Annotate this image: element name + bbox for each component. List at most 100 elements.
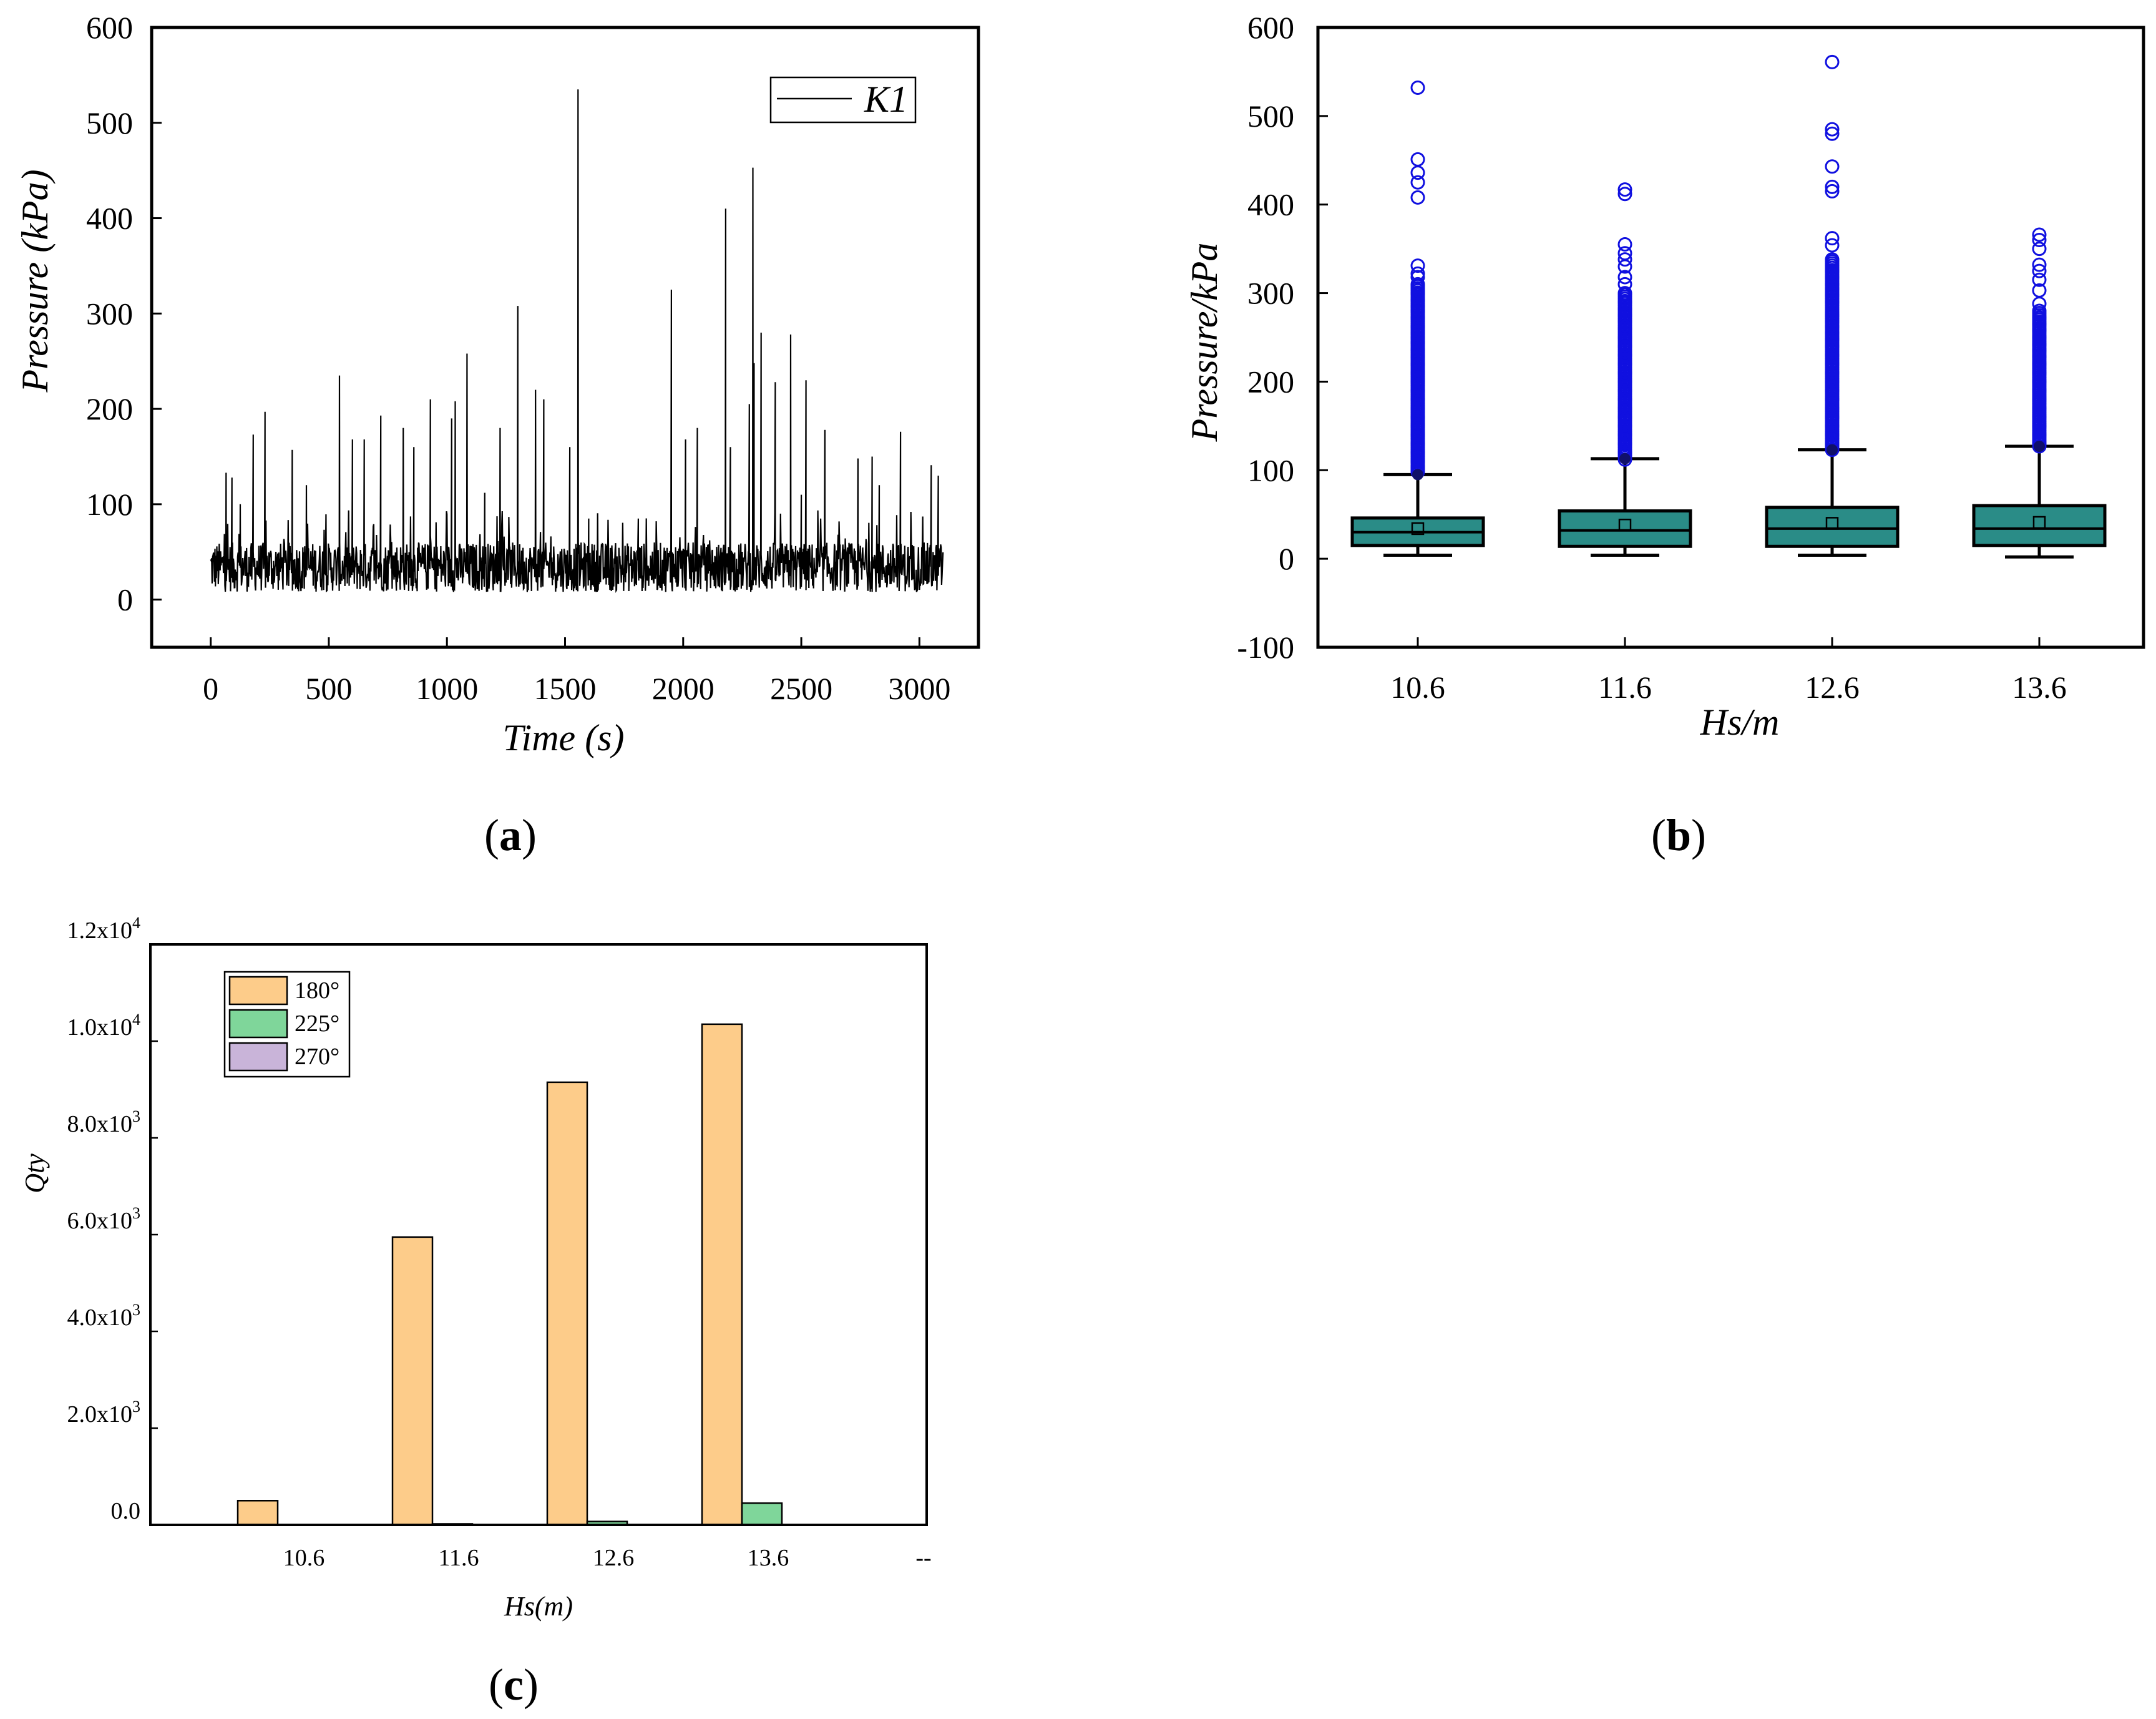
chart-b-mean-marker	[1825, 517, 1839, 530]
chart-c-bar-180deg-11.6	[391, 1236, 434, 1526]
chart-c-y-tick-labels: 0.0 2.0x103 4.0x103 6.0x103 8.0x103 1.0x104 1.…	[67, 914, 141, 1524]
chart-b-outlier-point	[1825, 179, 1840, 194]
chart-b-boxes	[1350, 54, 2107, 559]
chart-b-box-10.6	[1350, 80, 1485, 557]
chart-b-y-tick-label: -100	[1237, 630, 1294, 665]
chart-b-outlier-point	[1410, 190, 1425, 205]
chart-b-outlier-point	[1617, 287, 1632, 302]
chart-c-y-tick-label: 8.0x103	[67, 1107, 141, 1137]
chart-b-outlier-point	[1825, 238, 1840, 253]
chart-b-outlier-point	[1410, 165, 1425, 180]
chart-b-x-tick-label: 10.6	[1390, 670, 1445, 705]
chart-a-x-tick-label: 500	[305, 671, 352, 706]
chart-c-legend-swatch	[228, 976, 288, 1006]
chart-a-y-tick-label: 100	[86, 487, 133, 522]
chart-b-outlier-point	[1825, 254, 1840, 269]
chart-b-outlier-point	[2032, 242, 2047, 257]
chart-a-x-tick-label: 1500	[534, 671, 597, 706]
chart-c-legend-label: 270°	[295, 1044, 339, 1070]
chart-b-whisker-dot	[2034, 440, 2045, 452]
chart-b-outlier-point	[1617, 237, 1632, 252]
chart-a-x-tick-label: 1000	[416, 671, 478, 706]
chart-b-outlier-point	[2032, 296, 2047, 311]
chart-a-x-tick-label: 2500	[770, 671, 832, 706]
chart-a-x-tick-label: 2000	[652, 671, 715, 706]
chart-b-outlier-point	[1617, 187, 1632, 202]
chart-b-mean-marker	[1411, 522, 1425, 536]
chart-c-legend: 180° 225° 270°	[223, 971, 351, 1078]
chart-b-outlier-point	[1825, 54, 1840, 69]
chart-b-whisker-dot	[1619, 453, 1631, 464]
chart-b-y-tick-label: 600	[1247, 10, 1294, 45]
chart-a-series-k1	[210, 89, 944, 594]
chart-b-outlier-point	[2032, 305, 2047, 320]
chart-a-x-tick-label: 3000	[888, 671, 950, 706]
chart-c-bar-180deg-12.6	[546, 1081, 588, 1526]
chart-b-box-11.6	[1558, 182, 1692, 557]
chart-b-outlier-point	[1617, 259, 1632, 274]
chart-c-x-tick-label: 10.6	[283, 1545, 325, 1571]
chart-b-outlier-point	[1617, 182, 1632, 197]
chart-b-x-tick-label: 11.6	[1598, 670, 1652, 705]
chart-b-mean-marker	[2032, 516, 2046, 529]
chart-b-y-axis-label: Pressure/kPa	[1184, 243, 1225, 443]
chart-b-outlier-point	[2032, 232, 2047, 247]
chart-b-outlier-point	[1825, 122, 1840, 137]
chart-b-x-tick-labels: 10.6 11.6 12.6 13.6	[1390, 670, 2067, 705]
chart-a-y-tick-label: 400	[86, 201, 133, 236]
chart-b-panel-label: (b)	[1651, 810, 1706, 860]
chart-b-box-body	[1972, 504, 2107, 547]
chart-b-x-tick-label: 13.6	[2012, 670, 2067, 705]
chart-c-y-tick-label: 1.2x104	[67, 914, 141, 944]
chart-b-y-tick-label: 300	[1247, 276, 1294, 311]
chart-c-x-tick-label: 12.6	[593, 1545, 635, 1571]
chart-b-outlier-point	[1410, 175, 1425, 190]
chart-c: 0.0 2.0x103 4.0x103 6.0x103 8.0x103 1.0x104 1.…	[19, 914, 932, 1710]
chart-c-x-tick-label: 11.6	[438, 1545, 479, 1571]
chart-b-outliers	[1410, 80, 1425, 479]
chart-b-x-axis-label: Hs/m	[1700, 702, 1780, 743]
chart-b-outlier-point	[2032, 227, 2047, 242]
chart-c-legend-swatch	[228, 1042, 288, 1072]
chart-b-outliers	[2032, 227, 2047, 454]
chart-a-panel-label: (a)	[484, 810, 537, 860]
chart-c-bar-225deg-13.6	[741, 1502, 783, 1526]
chart-c-x-tick-label: 13.6	[748, 1545, 789, 1571]
chart-b-outlier-point	[1410, 80, 1425, 95]
chart-b-outlier-point	[1825, 231, 1840, 246]
chart-b-outlier-point	[1617, 252, 1632, 267]
chart-a-legend-label: K1	[864, 79, 908, 120]
chart-c-y-tick-label: 1.0x104	[67, 1011, 141, 1041]
chart-b-outlier-point	[1825, 126, 1840, 141]
chart-a-y-tick-label: 200	[86, 391, 133, 426]
chart-a-y-tick-label: 0	[117, 582, 133, 617]
chart-a-legend-box	[769, 76, 917, 124]
chart-c-bar-180deg-10.6	[237, 1500, 279, 1526]
chart-b-outlier-point	[1825, 184, 1840, 198]
chart-b-y-tick-labels: -100 0 100 200 300 400 500 600	[1237, 10, 1294, 665]
chart-c-bar-180deg-13.6	[701, 1023, 743, 1526]
chart-c-legend-label: 225°	[295, 1011, 339, 1037]
chart-b-box-12.6	[1765, 54, 1900, 557]
chart-b-y-tick-label: 200	[1247, 364, 1294, 399]
chart-a-x-axis-label: Time (s)	[503, 717, 625, 758]
chart-b-outlier-point	[1617, 270, 1632, 285]
chart-c-y-tick-label: 0.0	[111, 1498, 141, 1524]
chart-c-x-tick-labels: 10.6 11.6 12.6 13.6 --	[283, 1545, 932, 1571]
chart-b: -100 0 100 200 300 400 500 600 10.6 11.6 12.6 13.6…	[1184, 10, 2145, 860]
chart-b-box-13.6	[1972, 227, 2107, 559]
chart-c-x-axis-label: Hs(m)	[504, 1591, 573, 1622]
chart-b-box-body	[1765, 506, 1900, 548]
chart-a-x-tick-labels: 0 500 1000 1500 2000 2500 3000	[203, 671, 950, 706]
chart-c-legend-swatch	[228, 1009, 288, 1039]
chart-c-y-axis-label: Qty	[19, 1153, 50, 1193]
chart-b-outlier-point	[2032, 257, 2047, 272]
chart-c-panel-label: (c)	[489, 1660, 539, 1710]
chart-b-box-body	[1558, 509, 1692, 548]
chart-c-y-tick-label: 6.0x103	[67, 1204, 141, 1234]
chart-b-y-tick-label: 0	[1279, 541, 1294, 576]
chart-b-outlier-point	[2032, 263, 2047, 278]
chart-c-y-tick-label: 2.0x103	[67, 1398, 141, 1428]
chart-c-legend-label: 180°	[295, 977, 339, 1004]
